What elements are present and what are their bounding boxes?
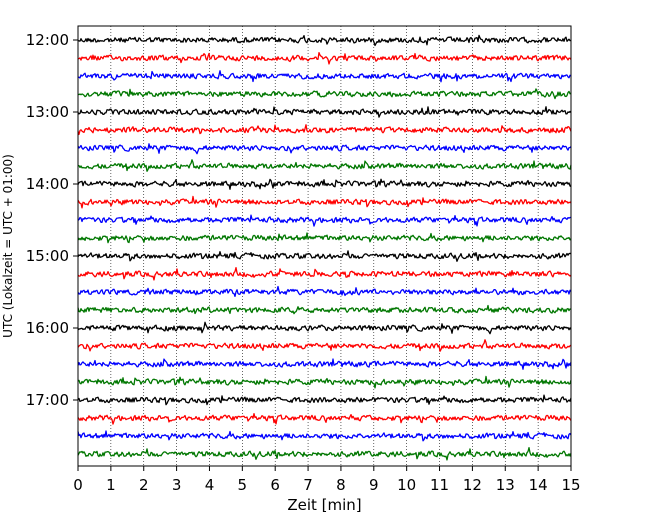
x-tick-label: 11 — [430, 476, 449, 494]
y-axis-label: UTC (Lokalzeit = UTC + 01:00) — [1, 154, 15, 338]
x-tick-label: 14 — [529, 476, 548, 494]
trace-6 — [77, 124, 572, 136]
x-tick-label: 12 — [463, 476, 482, 494]
y-tick-label: 16:00 — [26, 319, 69, 337]
trace-4 — [77, 88, 572, 100]
y-tick-label: 17:00 — [26, 391, 69, 409]
y-tick-label: 13:00 — [26, 103, 69, 121]
seismic-traces — [77, 34, 572, 461]
y-tick-label: 12:00 — [26, 31, 69, 49]
x-axis: 0 1 2 3 4 5 6 7 8 9 10 11 12 13 14 15 — [73, 466, 581, 494]
plot-frame — [77, 25, 572, 467]
y-tick-label: 14:00 — [26, 175, 69, 193]
x-tick-label: 2 — [139, 476, 149, 494]
trace-20 — [77, 375, 572, 389]
grid-lines — [110, 26, 539, 466]
x-tick-label: 0 — [73, 476, 83, 494]
x-tick-label: 10 — [397, 476, 416, 494]
trace-10 — [77, 195, 572, 209]
trace-8 — [77, 159, 572, 172]
y-tick-label: 15:00 — [26, 247, 69, 265]
trace-16 — [77, 304, 572, 315]
x-tick-label: 7 — [303, 476, 313, 494]
x-tick-label: 1 — [106, 476, 116, 494]
x-tick-label: 6 — [270, 476, 280, 494]
y-axis: 12:00 13:00 14:00 15:00 16:00 17:00 — [26, 31, 78, 409]
trace-9 — [77, 178, 572, 190]
trace-11 — [77, 214, 572, 227]
trace-12 — [77, 232, 572, 244]
x-tick-label: 3 — [172, 476, 182, 494]
trace-13 — [77, 250, 572, 262]
x-tick-label: 4 — [205, 476, 215, 494]
trace-5 — [77, 106, 572, 118]
trace-14 — [77, 266, 572, 281]
trace-2 — [77, 51, 572, 65]
trace-23 — [77, 430, 572, 442]
trace-18 — [77, 339, 572, 352]
x-axis-label: Zeit [min] — [287, 496, 361, 514]
x-tick-label: 9 — [369, 476, 379, 494]
trace-3 — [77, 70, 572, 83]
trace-7 — [77, 143, 572, 155]
trace-21 — [77, 394, 572, 406]
x-tick-label: 15 — [561, 476, 580, 494]
x-tick-label: 5 — [238, 476, 248, 494]
trace-17 — [77, 321, 572, 335]
trace-1 — [77, 34, 572, 47]
trace-19 — [77, 358, 572, 370]
trace-22 — [77, 412, 572, 425]
x-tick-label: 8 — [336, 476, 346, 494]
trace-15 — [77, 285, 572, 298]
x-tick-label: 13 — [496, 476, 515, 494]
trace-24 — [77, 446, 572, 461]
